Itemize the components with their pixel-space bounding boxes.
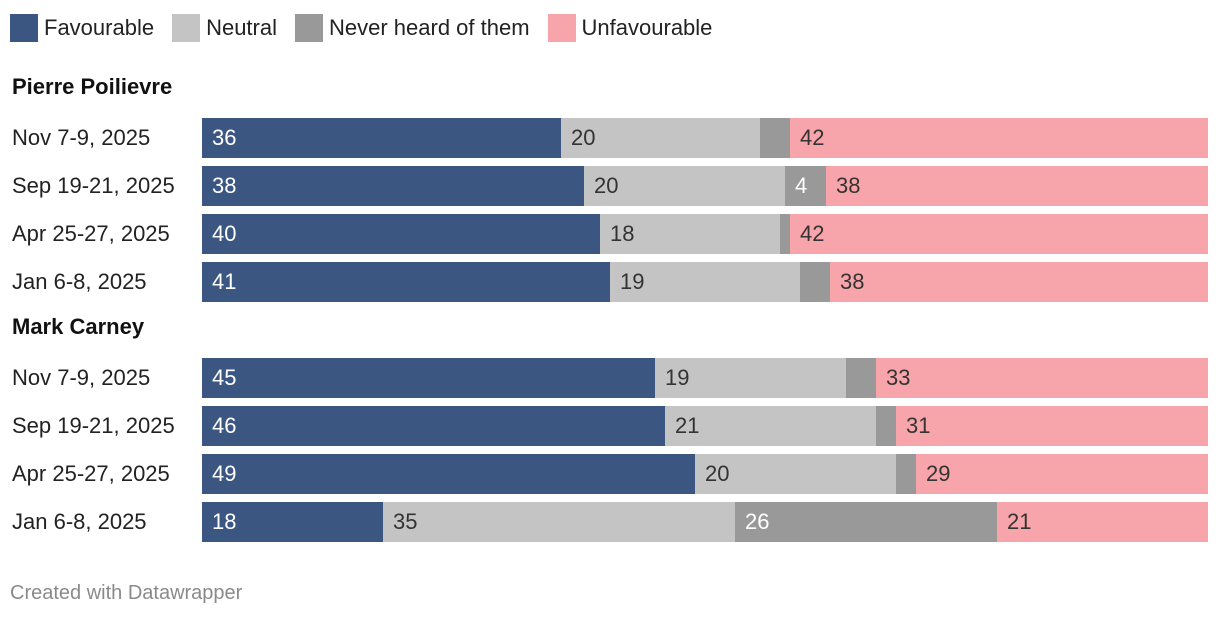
bar-segment-favourable <box>202 454 695 494</box>
data-label: 18 <box>610 221 635 246</box>
legend-swatch <box>172 14 201 42</box>
bar-segment-never-heard-of-them <box>876 406 896 446</box>
data-label: 26 <box>745 509 770 534</box>
bar-segment-neutral <box>561 118 760 158</box>
bar-segment-favourable <box>202 502 383 542</box>
row-label: Jan 6-8, 2025 <box>12 509 147 534</box>
bar-segment-never-heard-of-them <box>846 358 876 398</box>
data-label: 36 <box>212 125 237 150</box>
bar-segment-never-heard-of-them <box>735 502 997 542</box>
row-label: Nov 7-9, 2025 <box>12 365 151 390</box>
footer-credit: Created with Datawrapper <box>10 582 243 604</box>
bar-segment-favourable <box>202 214 600 254</box>
bar-segment-favourable <box>202 166 584 206</box>
data-label: 40 <box>212 221 237 246</box>
legend-label: Unfavourable <box>581 15 713 40</box>
data-label: 38 <box>212 173 237 198</box>
bar-segment-neutral <box>610 262 800 302</box>
bar-segment-unfavourable <box>916 454 1208 494</box>
legend-item: Neutral <box>172 14 277 42</box>
legend-swatch <box>295 14 323 42</box>
data-label: 21 <box>1007 509 1032 534</box>
data-label: 20 <box>571 125 596 150</box>
bar-segment-neutral <box>695 454 896 494</box>
bar-segment-neutral <box>383 502 735 542</box>
row-label: Jan 6-8, 2025 <box>12 269 147 294</box>
bar-segment-unfavourable <box>790 214 1208 254</box>
data-label: 42 <box>800 125 825 150</box>
bar-segment-favourable <box>202 262 610 302</box>
data-label: 35 <box>393 509 418 534</box>
legend-item: Never heard of them <box>295 14 530 42</box>
bar-segment-favourable <box>202 358 655 398</box>
bar-segment-neutral <box>584 166 785 206</box>
group-title: Pierre Poilievre <box>12 74 173 99</box>
bar-segment-neutral <box>600 214 780 254</box>
bar-segment-favourable <box>202 118 561 158</box>
row-label: Apr 25-27, 2025 <box>12 461 170 486</box>
bar-segment-never-heard-of-them <box>785 166 826 206</box>
bar-segment-neutral <box>655 358 846 398</box>
data-label: 20 <box>594 173 619 198</box>
legend-label: Favourable <box>44 15 155 40</box>
legend: Favourable Neutral Never heard of them Unfa… <box>10 13 730 43</box>
data-label: 19 <box>665 365 690 390</box>
legend-label: Never heard of them <box>329 15 530 40</box>
bar-segment-unfavourable <box>896 406 1208 446</box>
bar-segment-never-heard-of-them <box>760 118 790 158</box>
bar-segment-never-heard-of-them <box>896 454 916 494</box>
row-label: Apr 25-27, 2025 <box>12 221 170 246</box>
data-label: 45 <box>212 365 237 390</box>
bar-segment-unfavourable <box>997 502 1208 542</box>
bar-segment-unfavourable <box>876 358 1208 398</box>
data-label: 41 <box>212 269 237 294</box>
legend-item: Favourable <box>10 14 154 42</box>
data-label: 4 <box>795 173 808 198</box>
row-label: Sep 19-21, 2025 <box>12 413 175 438</box>
bar-segment-favourable <box>202 406 665 446</box>
data-label: 18 <box>212 509 237 534</box>
legend-swatch <box>547 14 576 42</box>
data-label: 38 <box>836 173 861 198</box>
row-label: Sep 19-21, 2025 <box>12 173 175 198</box>
row-label: Nov 7-9, 2025 <box>12 125 151 150</box>
bar-segment-unfavourable <box>826 166 1208 206</box>
data-label: 42 <box>800 221 825 246</box>
data-label: 19 <box>620 269 645 294</box>
data-label: 46 <box>212 413 237 438</box>
bar-segment-never-heard-of-them <box>780 214 790 254</box>
bar-segment-neutral <box>665 406 876 446</box>
data-label: 21 <box>675 413 700 438</box>
data-label: 31 <box>906 413 931 438</box>
data-label: 38 <box>840 269 865 294</box>
legend-swatch <box>10 14 38 42</box>
bar-segment-never-heard-of-them <box>800 262 830 302</box>
data-label: 29 <box>926 461 951 486</box>
legend-item: Unfavourable <box>547 14 713 42</box>
data-label: 33 <box>886 365 911 390</box>
legend-label: Neutral <box>206 15 277 40</box>
data-label: 49 <box>212 461 237 486</box>
data-label: 20 <box>705 461 730 486</box>
group-title: Mark Carney <box>12 314 145 339</box>
bar-segment-unfavourable <box>790 118 1208 158</box>
bar-segment-unfavourable <box>830 262 1208 302</box>
